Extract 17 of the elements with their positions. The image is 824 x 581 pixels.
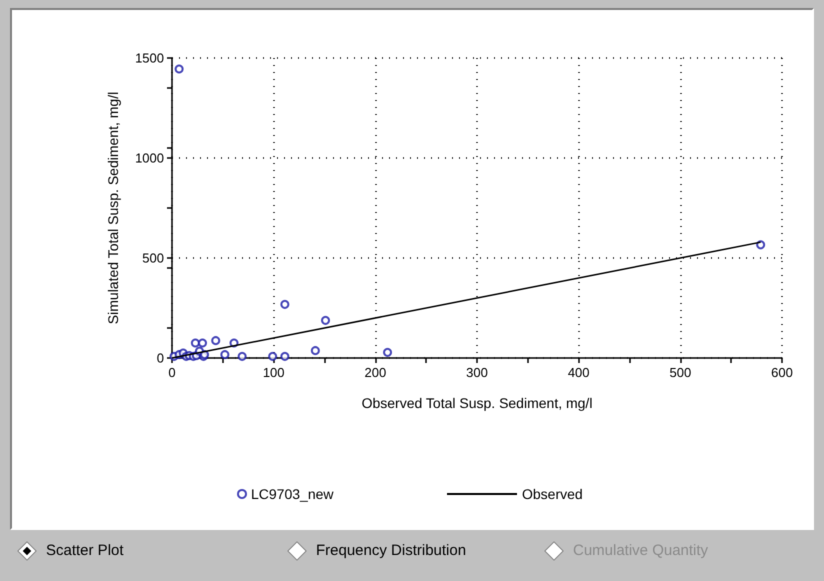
x-tick-label: 100 bbox=[262, 365, 285, 380]
x-tick-label: 600 bbox=[771, 365, 793, 380]
x-tick-label: 400 bbox=[568, 365, 590, 380]
x-tick-label: 200 bbox=[364, 365, 386, 380]
y-tick-label: 0 bbox=[156, 350, 164, 366]
radio-button: Frequency Distribution bbox=[290, 542, 466, 559]
y-tick-label: 1500 bbox=[135, 50, 164, 66]
legend-label: LC9703_new bbox=[251, 486, 334, 502]
x-axis-title: Observed Total Susp. Sediment, mg/l bbox=[362, 395, 592, 411]
y-axis-title: Simulated Total Susp. Sediment, mg/l bbox=[105, 92, 121, 324]
y-tick-label: 1000 bbox=[135, 150, 164, 166]
x-tick-label: 300 bbox=[466, 365, 488, 380]
y-tick-label: 500 bbox=[142, 250, 164, 266]
x-tick-label: 0 bbox=[168, 365, 176, 380]
legend-label: Observed bbox=[522, 486, 583, 502]
radio-button: Scatter Plot bbox=[20, 542, 124, 559]
x-tick-label: 500 bbox=[669, 365, 692, 380]
